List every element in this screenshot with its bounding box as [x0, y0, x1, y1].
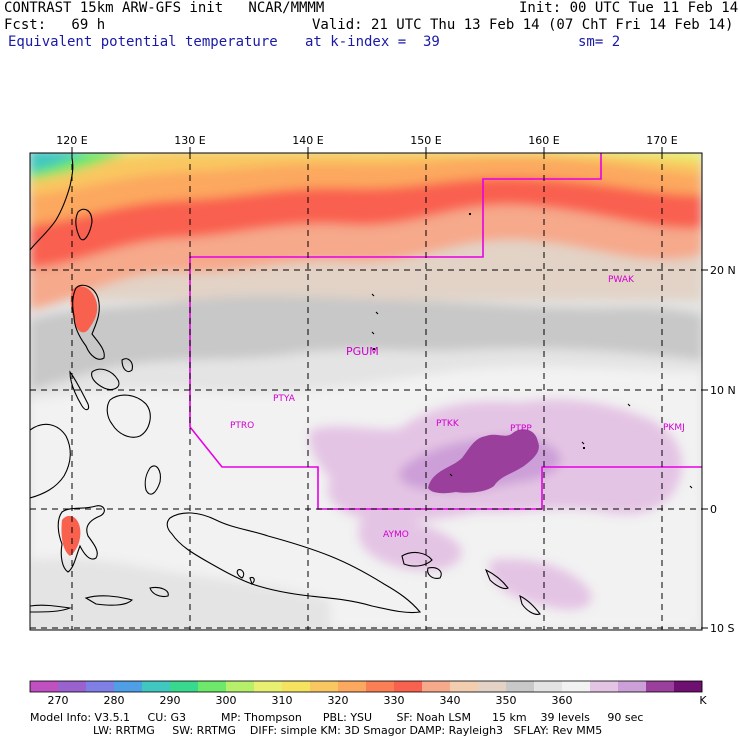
colorbar-swatch [534, 681, 563, 692]
colorbar-swatch [366, 681, 395, 692]
longitude-labels: 120 E 130 E 140 E 150 E 160 E 170 E [56, 134, 677, 147]
station-label: PGUM [346, 345, 379, 358]
colorbar-swatch [338, 681, 367, 692]
colorbar-tick-label: 340 [440, 694, 461, 707]
colorbar-unit: K [699, 694, 707, 707]
colorbar-swatch [562, 681, 591, 692]
station-markers [373, 213, 585, 449]
new-guinea-coast [166, 512, 422, 614]
theta-e-field [30, 153, 702, 630]
station-label: AYMO [383, 530, 409, 540]
colorbar-swatch [450, 681, 479, 692]
lat-label: 10 N [710, 384, 736, 397]
timor-coast [84, 586, 169, 606]
colorbar-swatch [478, 681, 507, 692]
map-frame [29, 152, 703, 631]
palawan-coast [69, 370, 90, 411]
colorbar-tick-label: 290 [160, 694, 181, 707]
lon-label: 140 E [292, 134, 323, 147]
colorbar-tick-label: 300 [216, 694, 237, 707]
header-valid-time: Valid: 21 UTC Thu 13 Feb 14 (07 ChT Fri … [312, 17, 734, 33]
latitude-labels: 20 N 10 N 0 10 S [710, 264, 736, 635]
colorbar-tick-label: 360 [552, 694, 573, 707]
colorbar [30, 681, 703, 692]
colorbar-swatch [618, 681, 647, 692]
colorbar-swatch [646, 681, 675, 692]
visayas-coast [91, 358, 133, 391]
colorbar-swatch [674, 681, 703, 692]
colorbar-swatch [254, 681, 283, 692]
colorbar-swatch [422, 681, 451, 692]
halmahera-coast [144, 465, 161, 495]
colorbar-swatch [394, 681, 423, 692]
header-smoothing: sm= 2 [578, 34, 621, 50]
small-islands [236, 403, 693, 586]
new-britain-coast [401, 551, 442, 579]
taiwan-coast [75, 208, 93, 241]
colorbar-swatch [590, 681, 619, 692]
colorbar-swatch [142, 681, 171, 692]
station-label: PTKK [436, 419, 460, 429]
lat-label: 0 [710, 503, 717, 516]
sulawesi-coast [57, 505, 105, 573]
colorbar-swatch [198, 681, 227, 692]
station-label: PTRO [230, 421, 254, 431]
solomon-coast [484, 568, 541, 615]
colorbar-swatch [86, 681, 115, 692]
lesser-sunda-coast [30, 604, 73, 613]
header-model-title: CONTRAST 15km ARW-GFS init NCAR/MMMM [4, 0, 325, 16]
lat-label: 10 S [710, 622, 734, 635]
colorbar-tick-label: 280 [104, 694, 125, 707]
colorbar-swatch [170, 681, 199, 692]
colorbar-labels: 270 280 290 300 310 320 330 340 350 360 … [48, 694, 708, 707]
station-label: PKMJ [663, 423, 685, 433]
lon-label: 120 E [56, 134, 87, 147]
colorbar-swatch [282, 681, 311, 692]
station-label: PWAK [608, 275, 635, 285]
borneo-coast [30, 423, 71, 499]
colorbar-frame [29, 680, 703, 693]
fir-boundaries [189, 153, 702, 510]
colorbar-tick-label: 320 [328, 694, 349, 707]
model-info-line1: Model Info: V3.5.1 CU: G3 MP: Thompson P… [30, 711, 644, 724]
colorbar-tick-label: 330 [384, 694, 405, 707]
station-labels: PWAK PGUM PTYA PTRO PTKK PTPP PKMJ AYMO [230, 275, 685, 540]
map-ticks [71, 147, 708, 629]
colorbar-swatch [30, 681, 59, 692]
header-init-time: Init: 00 UTC Tue 11 Feb 14 [519, 0, 739, 16]
colorbar-swatch [310, 681, 339, 692]
graticule [30, 153, 702, 630]
lon-label: 170 E [646, 134, 677, 147]
header-forecast-hour: Fcst: 69 h [4, 17, 106, 33]
china-coast [30, 157, 74, 251]
mindanao-coast [106, 394, 151, 438]
station-label: PTYA [273, 394, 296, 404]
colorbar-swatch [58, 681, 87, 692]
colorbar-swatch [226, 681, 255, 692]
coastlines [30, 157, 693, 615]
colorbar-swatch [506, 681, 535, 692]
colorbar-tick-label: 350 [496, 694, 517, 707]
model-info-line2: LW: RRTMG SW: RRTMG DIFF: simple KM: 3D … [93, 724, 603, 737]
lon-label: 160 E [528, 134, 559, 147]
station-label: PTPP [510, 424, 532, 434]
lon-label: 150 E [410, 134, 441, 147]
marianas-coast [371, 293, 379, 335]
header-field-name: Equivalent potential temperature [8, 34, 278, 50]
colorbar-tick-label: 310 [272, 694, 293, 707]
colorbar-tick-label: 270 [48, 694, 69, 707]
lat-label: 20 N [710, 264, 736, 277]
header-level: at k-index = 39 [305, 34, 440, 50]
colorbar-swatch [114, 681, 143, 692]
lon-label: 130 E [174, 134, 205, 147]
luzon-coast [72, 284, 105, 360]
